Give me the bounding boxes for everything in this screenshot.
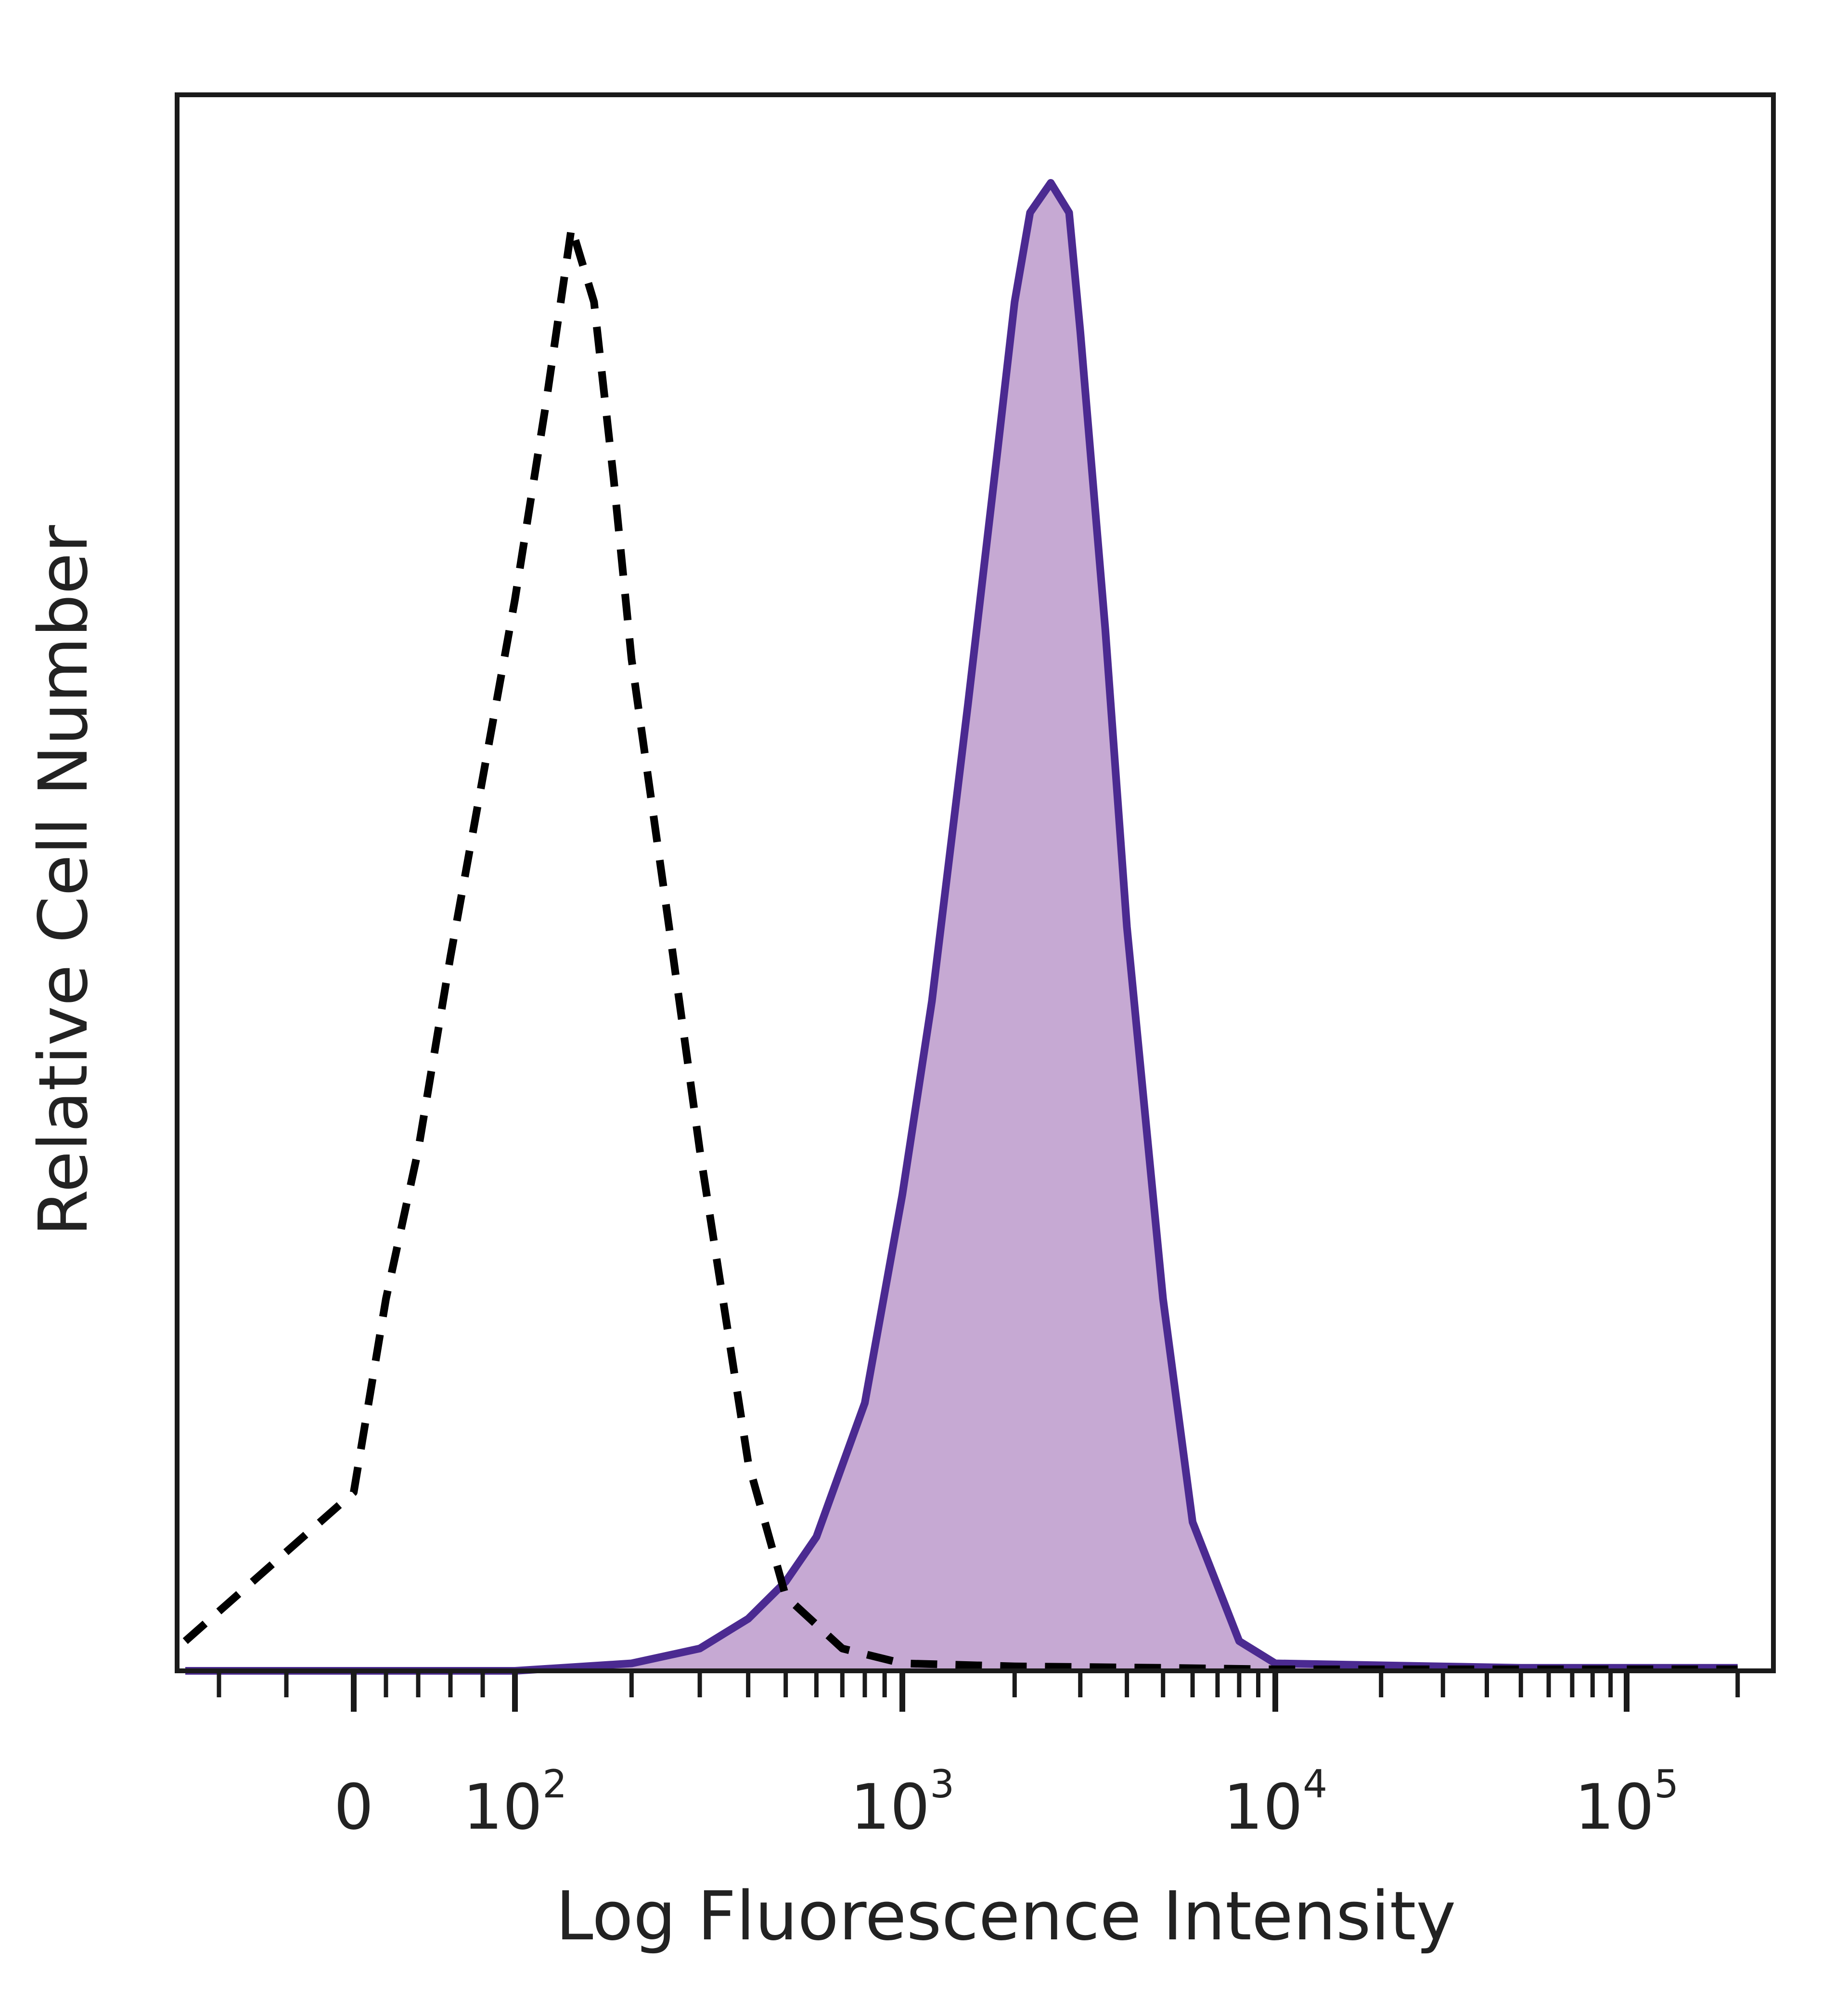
x-axis-ticks [217,1671,1740,1712]
x-tick-label: 0 [334,1770,374,1844]
series-layer [182,179,1738,1675]
y-axis-title: Relative Cell Number [25,525,103,1236]
x-axis-title: Log Fluorescence Intensity [556,1877,1456,1956]
x-tick-label: 102 [463,1762,567,1844]
x-axis-tick-labels: 0 102 103 104 105 [334,1762,1679,1844]
series-1-area [185,183,1738,1671]
x-tick-label: 105 [1575,1762,1679,1844]
x-tick-label: 103 [850,1762,954,1844]
plot-frame [175,92,1776,1673]
series-1-line [185,179,1738,1675]
x-tick-label: 104 [1223,1762,1327,1844]
series-0-line [182,223,1738,1673]
